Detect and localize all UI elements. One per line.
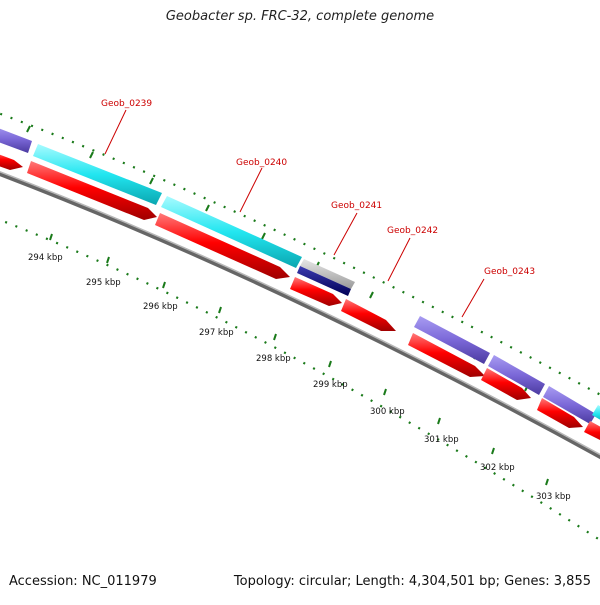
backbone-highlight — [0, 171, 600, 456]
ruler-label: 297 kbp — [199, 328, 234, 338]
ruler-major-tick — [218, 306, 222, 314]
inner-ruler — [0, 218, 600, 541]
gene-label[interactable]: Geob_0239 — [101, 99, 152, 109]
ruler-labels: 294 kbp 295 kbp 296 kbp 297 kbp 298 kbp … — [28, 253, 571, 502]
ruler-label: 299 kbp — [313, 380, 348, 390]
cds-arrow-geob-0242[interactable] — [341, 299, 396, 331]
gene-leader-line — [461, 278, 485, 318]
ruler-major-tick — [49, 233, 53, 241]
cog-feature-purple[interactable] — [488, 355, 545, 395]
gene-label[interactable]: Geob_0240 — [236, 158, 287, 168]
ruler-label: 298 kbp — [256, 354, 291, 364]
cog-feature-purple-geob-0243[interactable] — [414, 316, 490, 364]
gene-leader-line — [333, 212, 358, 256]
cog-feature-purple[interactable] — [543, 386, 596, 424]
map-title: Geobacter sp. FRC-32, complete genome — [165, 9, 435, 24]
gene-leader-line — [239, 167, 263, 213]
ruler-label: 302 kbp — [480, 463, 515, 473]
genome-backbone — [0, 171, 600, 460]
gene-leader-line — [104, 109, 127, 155]
ruler-label: 300 kbp — [370, 407, 405, 417]
outer-major-tick — [89, 151, 94, 159]
cog-feature-navy-geob-0241[interactable] — [297, 266, 351, 296]
cds-arrow[interactable] — [481, 368, 531, 400]
cog-feature-cyan[interactable] — [592, 405, 600, 423]
outer-major-tick — [149, 177, 154, 185]
cds-arrow[interactable] — [584, 421, 600, 446]
outer-major-tick — [26, 125, 31, 133]
gene-leader-line — [387, 237, 411, 282]
outer-major-tick — [369, 291, 374, 299]
genome-summary: Topology: circular; Length: 4,304,501 bp… — [233, 574, 591, 589]
cog-feature-purple[interactable] — [0, 125, 32, 153]
ruler-major-tick — [545, 478, 549, 486]
cds-arrow-geob-0241[interactable] — [290, 277, 342, 306]
accession-label: Accession: NC_011979 — [9, 574, 157, 589]
cds-arrow-geob-0239[interactable] — [27, 161, 157, 220]
cog-feature-cyan-geob-0239[interactable] — [33, 144, 162, 205]
ruler-label: 294 kbp — [28, 253, 63, 263]
ruler-major-tick — [437, 417, 441, 425]
ruler-major-tick — [328, 360, 332, 368]
cds-arrow-geob-0240[interactable] — [155, 213, 290, 279]
cog-feature-cyan-geob-0240[interactable] — [161, 196, 302, 268]
gene-label[interactable]: Geob_0242 — [387, 226, 438, 236]
cog-track — [0, 125, 600, 424]
gene-label[interactable]: Geob_0241 — [331, 201, 382, 211]
ruler-major-tick — [162, 281, 166, 289]
outer-dotted-ring — [0, 112, 600, 396]
outer-tick-ring — [0, 112, 600, 396]
gene-label[interactable]: Geob_0243 — [484, 267, 535, 277]
ruler-label: 295 kbp — [86, 278, 121, 288]
ruler-label: 296 kbp — [143, 302, 178, 312]
gene-labels: Geob_0239 Geob_0240 Geob_0241 Geob_0242 … — [101, 99, 535, 318]
outer-major-tick — [205, 204, 210, 212]
ruler-major-tick — [491, 447, 495, 455]
cds-arrow-geob-0243[interactable] — [408, 333, 485, 377]
ruler-major-tick — [273, 333, 277, 341]
cds-track — [0, 151, 600, 446]
ruler-label: 303 kbp — [536, 492, 571, 502]
cog-feature-gray-geob-0241[interactable] — [300, 259, 355, 289]
ruler-major-tick — [106, 256, 110, 264]
cds-arrow[interactable] — [537, 398, 583, 428]
cds-arrow[interactable] — [0, 151, 23, 170]
ruler-major-tick — [383, 388, 387, 396]
backbone-line — [0, 171, 600, 460]
outer-major-tick — [261, 232, 266, 240]
ruler-label: 301 kbp — [424, 435, 459, 445]
